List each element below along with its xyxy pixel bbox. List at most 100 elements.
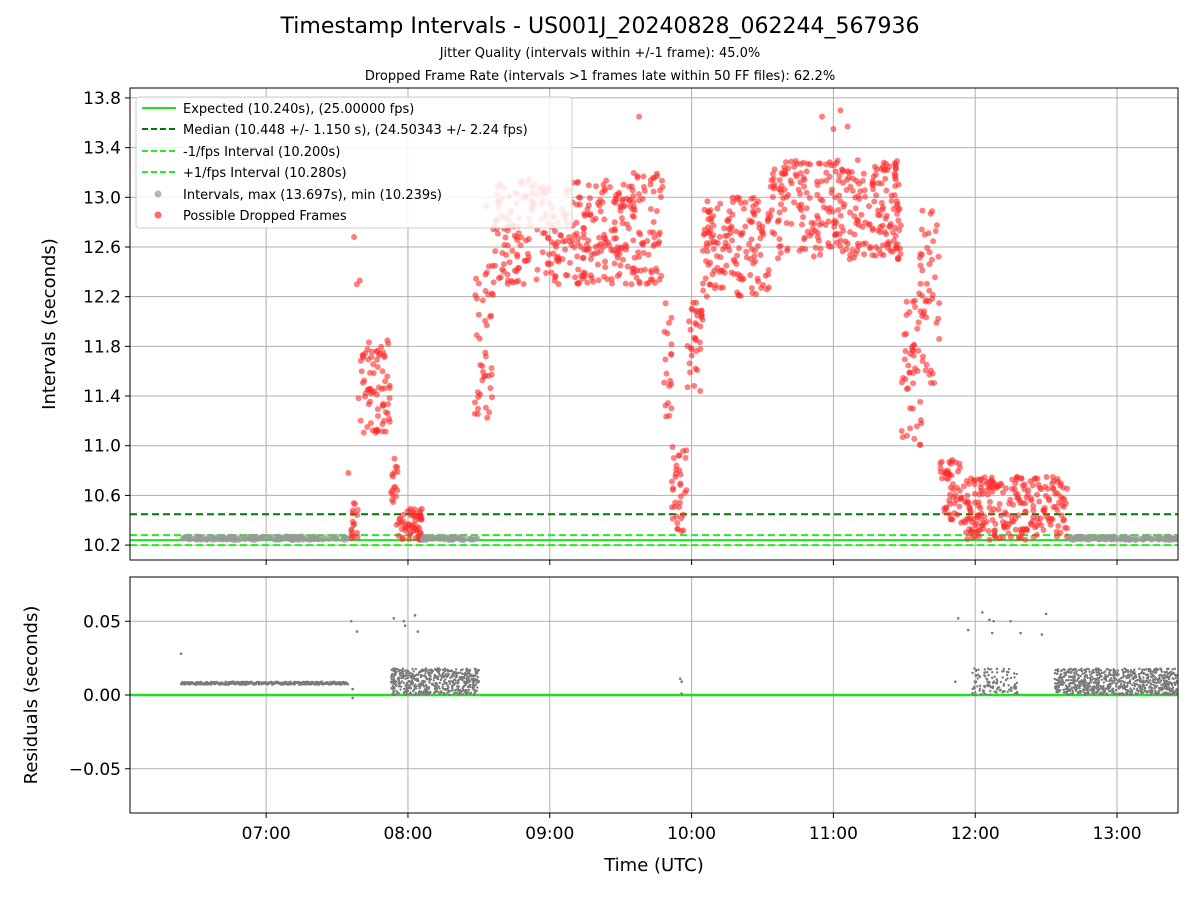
dropped-frame-point — [627, 203, 634, 210]
residual-point — [1139, 687, 1142, 690]
dropped-frame-point — [730, 256, 737, 263]
dropped-frame-point — [938, 475, 945, 482]
dropped-frame-point — [665, 319, 672, 326]
dropped-frame-point — [578, 273, 585, 280]
dropped-frame-point — [935, 253, 942, 260]
residual-point — [1106, 667, 1109, 671]
dropped-frame-point — [574, 179, 581, 186]
dropped-frame-point — [911, 297, 918, 304]
residual-point — [995, 691, 998, 694]
dropped-frame-point — [381, 352, 388, 359]
dropped-frame-point — [979, 490, 986, 497]
dropped-frame-point — [567, 259, 574, 266]
dropped-frame-point — [1040, 527, 1047, 534]
residual-point — [407, 680, 410, 683]
dropped-frame-point — [804, 160, 811, 167]
dropped-frame-point — [788, 220, 795, 227]
residual-point — [995, 677, 998, 681]
residual-point — [678, 677, 682, 681]
residual-point — [1170, 671, 1173, 675]
residual-point — [426, 692, 430, 695]
residual-point — [1098, 669, 1101, 672]
residual-point — [1129, 673, 1132, 676]
residual-point — [1059, 689, 1062, 692]
residual-point — [1130, 689, 1134, 692]
dropped-frame-point — [490, 279, 497, 286]
residual-point — [1126, 682, 1129, 685]
residual-point — [1157, 679, 1160, 682]
dropped-frame-point — [502, 234, 509, 241]
dropped-frame-point — [783, 194, 790, 201]
residual-point — [441, 668, 445, 671]
residual-point — [1081, 672, 1084, 676]
residual-point — [1094, 685, 1098, 689]
residual-point — [465, 668, 468, 672]
dropped-frame-point — [921, 231, 928, 238]
residual-point — [1089, 673, 1092, 676]
residual-point — [419, 690, 423, 693]
dropped-frame-point — [665, 400, 672, 407]
residual-point — [1100, 671, 1104, 675]
dropped-frame-point — [506, 259, 513, 266]
dropped-frame-point — [367, 420, 374, 427]
residual-point — [212, 680, 216, 684]
residual-point — [402, 619, 405, 623]
dropped-frame-point — [618, 244, 625, 251]
dropped-frame-point — [964, 492, 971, 499]
dropped-frame-point — [958, 494, 965, 501]
residual-point — [400, 680, 404, 683]
residual-point — [459, 668, 463, 672]
dropped-frame-point — [748, 195, 755, 202]
residual-point — [1169, 681, 1173, 685]
plot-area — [130, 107, 1178, 547]
residual-point — [411, 690, 415, 693]
residual-point — [1153, 686, 1157, 689]
residual-point — [1010, 686, 1013, 690]
residual-point — [418, 687, 421, 690]
residual-point — [446, 691, 449, 695]
dropped-frame-point — [840, 179, 847, 186]
dropped-frame-point — [354, 511, 361, 518]
dropped-frame-point — [703, 240, 710, 247]
residual-point — [1069, 692, 1073, 696]
dropped-frame-point — [684, 343, 691, 350]
residual-point — [1064, 684, 1068, 687]
residual-point — [1110, 676, 1113, 680]
dropped-frame-point — [1021, 481, 1028, 488]
dropped-frame-point — [750, 203, 757, 210]
dropped-frame-point — [892, 176, 899, 183]
residual-point — [1108, 668, 1111, 672]
dropped-frame-point — [854, 157, 861, 164]
dropped-frame-point — [540, 230, 547, 237]
dropped-frame-point — [732, 228, 739, 235]
dropped-frame-point — [814, 181, 821, 188]
dropped-frame-point — [657, 193, 664, 200]
residual-point — [1074, 688, 1077, 691]
interval-point — [217, 536, 224, 543]
residual-point — [1171, 677, 1174, 680]
dropped-frame-point — [932, 274, 939, 281]
residual-point — [434, 685, 437, 689]
residual-point — [1099, 692, 1103, 695]
dropped-frame-point — [803, 168, 810, 175]
dropped-frame-point — [714, 240, 721, 247]
dropped-frame-point — [726, 247, 733, 254]
residual-point — [680, 680, 683, 684]
residual-point — [1126, 669, 1130, 673]
residual-point — [1006, 677, 1009, 680]
interval-point — [1141, 533, 1148, 540]
dropped-frame-point — [882, 175, 889, 182]
interval-point — [1086, 535, 1093, 542]
dropped-frame-point — [355, 395, 362, 402]
residual-point — [465, 688, 468, 692]
residual-point — [1122, 680, 1125, 683]
dropped-frame-point — [590, 217, 597, 224]
residual-point — [1113, 673, 1116, 677]
dropped-frame-point — [879, 242, 886, 249]
dropped-frame-point — [406, 535, 413, 542]
residual-point — [451, 672, 454, 676]
residual-point — [441, 685, 444, 689]
residual-point — [972, 685, 976, 689]
residual-point — [422, 674, 425, 677]
